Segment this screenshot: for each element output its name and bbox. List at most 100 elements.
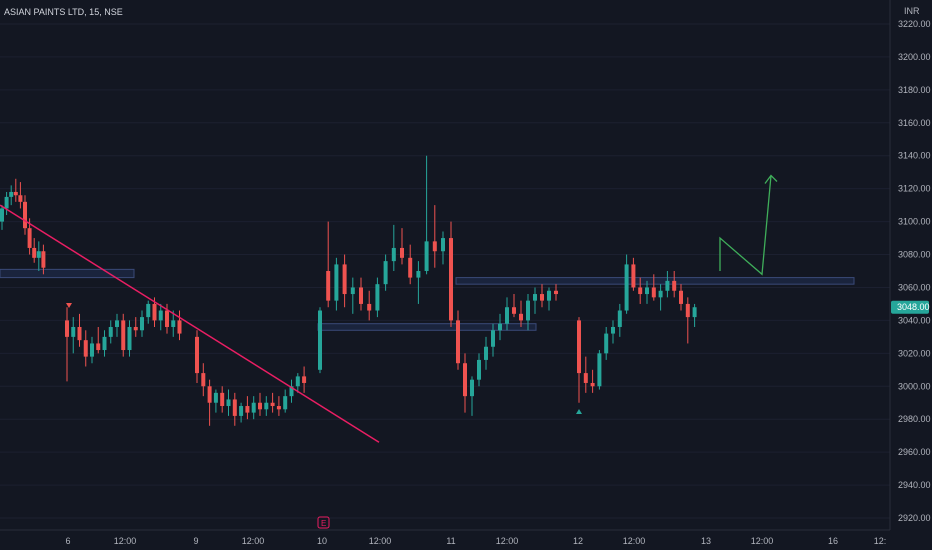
y-tick-label: 3080.00: [898, 250, 931, 260]
y-tick-label: 3100.00: [898, 217, 931, 227]
candle-body: [27, 228, 32, 248]
candle-body: [400, 247, 404, 258]
candle-body: [295, 376, 300, 387]
trend-line[interactable]: [0, 204, 380, 443]
y-tick-label: 3020.00: [898, 348, 931, 358]
candle-body: [121, 320, 126, 351]
y-tick-label: 3180.00: [898, 85, 931, 95]
candle-body: [658, 290, 663, 298]
x-tick-label: 12:00: [496, 536, 519, 546]
candle-body: [0, 208, 4, 222]
candle-body: [4, 196, 9, 209]
candle-body: [477, 359, 481, 380]
candle-body: [245, 406, 250, 413]
candle-body: [638, 287, 643, 295]
candle-body: [127, 326, 132, 351]
candle-body: [391, 247, 396, 262]
candle-body: [540, 294, 544, 301]
candle-body: [334, 264, 339, 301]
candle-body: [258, 402, 262, 410]
candle-body: [115, 320, 119, 327]
candle-body: [239, 406, 244, 416]
candle-body: [226, 399, 231, 407]
candle-body: [441, 238, 445, 252]
candle-body: [645, 287, 649, 295]
x-tick-label: 12:00: [751, 536, 774, 546]
zone-layer: [0, 268, 855, 331]
candle-body: [264, 402, 269, 410]
candle-body: [554, 290, 558, 295]
candle-body: [519, 313, 523, 321]
candle-body: [692, 307, 697, 318]
support-resistance-zone[interactable]: [455, 277, 855, 285]
candle-body: [624, 264, 629, 311]
candle-body: [318, 310, 322, 370]
candle-body: [18, 195, 23, 202]
last-price-tag: 3048.00: [891, 300, 930, 314]
candle-body: [449, 238, 453, 321]
time-axis[interactable]: 6 12:00 9 12:00 10 12:00 11 12:00 12 12:00 13 12:00…: [65, 536, 886, 546]
candle-body: [685, 303, 690, 318]
x-tick-label: 12:00: [242, 536, 265, 546]
candle-body: [590, 382, 595, 387]
candle-body: [158, 310, 163, 321]
candle-body: [631, 264, 636, 288]
support-resistance-zone[interactable]: [0, 268, 135, 279]
arrow-head-icon: [764, 174, 778, 184]
candle-body: [23, 201, 27, 229]
earnings-marker[interactable]: E: [317, 516, 330, 529]
chart-title: ASIAN PAINTS LTD, 15, NSE: [4, 7, 123, 17]
y-tick-label: 3060.00: [898, 282, 931, 292]
candle-body: [9, 191, 14, 197]
x-tick-label: 12:00: [114, 536, 137, 546]
candle-body: [77, 326, 82, 341]
candle-body: [526, 300, 530, 321]
candle-body: [505, 307, 509, 324]
earnings-marker-icon: E: [321, 519, 326, 528]
candle-body: [577, 320, 581, 374]
x-tick-label: 9: [193, 536, 198, 546]
candle-body: [326, 271, 331, 301]
candle-body: [359, 287, 363, 304]
candle-body: [416, 271, 421, 278]
candle-body: [375, 284, 380, 311]
y-tick-label: 3220.00: [898, 19, 931, 29]
candle-body: [32, 247, 37, 258]
y-tick-label: 3040.00: [898, 315, 931, 325]
candle-body: [146, 303, 151, 318]
candle-body: [171, 320, 176, 327]
x-tick-label: 12:: [874, 536, 887, 546]
candle-body: [498, 323, 502, 331]
earnings-marker-background: [317, 516, 330, 529]
candle-body: [41, 251, 46, 268]
candle-body: [232, 399, 237, 416]
candle-body: [213, 392, 218, 403]
sell-signal-icon: [66, 303, 72, 308]
x-tick-label: 16: [828, 536, 838, 546]
candle-body: [13, 191, 18, 196]
candle-body: [408, 257, 413, 278]
last-price-tag-background: [891, 300, 929, 314]
candle-body: [201, 373, 206, 387]
candle-layer: [0, 155, 697, 426]
x-tick-label: 12:00: [623, 536, 646, 546]
candle-body: [665, 280, 670, 291]
support-resistance-zone[interactable]: [317, 323, 537, 331]
candle-body: [651, 287, 656, 298]
candle-body: [65, 320, 69, 337]
candle-body: [463, 363, 467, 397]
candle-body: [165, 310, 169, 327]
candle-body: [350, 287, 355, 295]
candle-body: [611, 326, 615, 334]
candle-body: [102, 336, 107, 351]
price-axis[interactable]: 3220.00 3200.00 3180.00 3160.00 3140.00 3120.…: [898, 19, 931, 523]
candle-body: [512, 307, 516, 314]
candle-body: [367, 303, 372, 311]
candle-body: [283, 396, 288, 410]
x-tick-label: 6: [65, 536, 70, 546]
projection-path[interactable]: [719, 175, 772, 276]
x-tick-label: 11: [446, 536, 455, 546]
candle-body: [302, 376, 307, 383]
x-tick-label: 12:00: [369, 536, 392, 546]
